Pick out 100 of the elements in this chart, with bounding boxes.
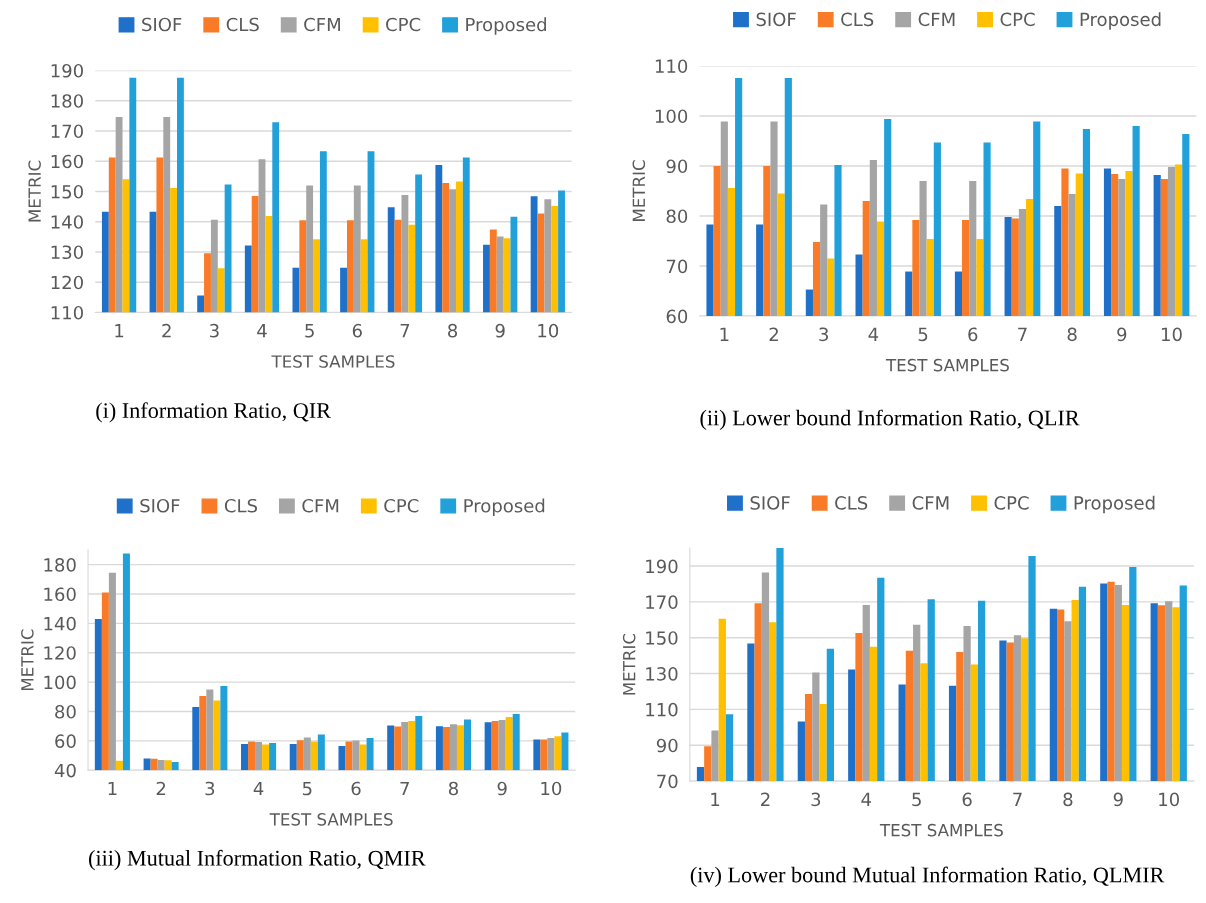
y-tick-label: 180 <box>44 558 76 572</box>
y-tick-label: 60 <box>55 734 76 748</box>
y-tick-label: 70 <box>657 774 678 789</box>
y-tick-label: 90 <box>666 159 688 174</box>
x-tick-label: 4 <box>257 324 267 338</box>
legend-label: CPC <box>994 496 1029 510</box>
y-axis-title: METRIC <box>28 160 41 222</box>
x-axis-title: TEST SAMPLES <box>885 358 1009 372</box>
y-tick-label: 110 <box>655 59 688 74</box>
x-tick-label: 9 <box>1113 792 1123 807</box>
x-axis-title: TEST SAMPLES <box>879 823 1003 837</box>
y-tick-label: 140 <box>51 215 83 229</box>
legend-label: SIOF <box>756 12 796 27</box>
legend-label: Proposed <box>464 498 545 517</box>
x-tick-label: 4 <box>868 327 879 341</box>
x-tick-label: 5 <box>918 327 928 342</box>
x-tick-label: 4 <box>861 792 871 806</box>
legend-label: Proposed <box>466 17 546 35</box>
legend-label: CLS <box>226 17 259 32</box>
y-tick-label: 90 <box>656 738 678 753</box>
x-tick-label: 9 <box>1117 327 1127 342</box>
text: (iii) Mutual Information Ratio, QMIR <box>89 849 426 871</box>
y-tick-label: 170 <box>51 124 83 139</box>
x-tick-label: 4 <box>253 781 264 796</box>
y-tick-label: 120 <box>51 275 83 290</box>
x-tick-label: 6 <box>352 323 362 338</box>
legend-label: CFM <box>912 496 949 510</box>
y-tick-label: 100 <box>655 109 688 124</box>
y-tick-label: 130 <box>51 245 83 260</box>
x-tick-label: 2 <box>769 327 778 341</box>
x-tick-label: 3 <box>819 327 828 342</box>
y-tick-label: 70 <box>666 259 688 274</box>
x-tick-label: 9 <box>495 323 505 338</box>
x-tick-label: 6 <box>962 792 972 807</box>
x-tick-label: 1 <box>720 327 729 341</box>
y-tick-label: 80 <box>666 209 688 224</box>
y-tick-label: 100 <box>44 675 76 690</box>
x-tick-label: 2 <box>162 323 171 338</box>
x-tick-label: 9 <box>497 781 507 796</box>
y-axis-title: METRIC <box>622 633 636 695</box>
y-tick-label: 150 <box>51 184 83 199</box>
x-tick-label: 2 <box>156 781 166 796</box>
x-tick-label: 1 <box>108 781 117 796</box>
y-tick-label: 190 <box>646 559 678 574</box>
y-tick-label: 110 <box>646 702 678 717</box>
x-tick-label: 8 <box>448 323 458 338</box>
legend-label: SIOF <box>142 17 182 32</box>
y-axis-title: METRIC <box>21 629 34 691</box>
x-tick-label: 8 <box>1067 327 1077 342</box>
legend-label: CFM <box>304 17 340 32</box>
y-tick-label: 140 <box>44 616 76 631</box>
x-tick-label: 6 <box>968 327 978 342</box>
y-tick-label: 120 <box>44 646 76 660</box>
legend-label: CPC <box>386 17 421 32</box>
x-axis-title: TEST SAMPLES <box>269 813 393 826</box>
x-tick-label: 7 <box>1013 792 1022 806</box>
y-tick-label: 150 <box>646 631 678 645</box>
text: (iv) Lower bound Mutual Information Ratio, QLMIR <box>690 866 1165 887</box>
x-tick-label: 2 <box>761 792 770 806</box>
y-tick-label: 40 <box>54 763 76 778</box>
x-tick-label: 6 <box>351 781 361 796</box>
x-tick-label: 10 <box>1159 792 1180 807</box>
y-axis-title: METRIC <box>632 160 646 221</box>
x-tick-label: 5 <box>912 792 921 807</box>
text: (ii) Lower bound Information Ratio, QLIR <box>700 409 1080 431</box>
y-tick-label: 160 <box>44 587 76 602</box>
x-tick-label: 8 <box>1063 792 1073 807</box>
x-tick-label: 10 <box>538 323 559 338</box>
legend-label: CFM <box>302 498 339 513</box>
x-tick-label: 7 <box>400 324 410 338</box>
x-tick-label: 10 <box>541 781 562 796</box>
text: (i) Information Ratio, QIR <box>96 402 331 423</box>
legend-label: CFM <box>918 12 955 27</box>
y-tick-label: 170 <box>646 595 678 609</box>
x-tick-label: 8 <box>448 781 458 796</box>
legend-label: CLS <box>841 12 874 27</box>
x-tick-label: 1 <box>115 324 124 338</box>
legend-label: CPC <box>384 498 419 513</box>
legend-label: CPC <box>1000 12 1035 27</box>
y-tick-label: 60 <box>666 309 688 324</box>
x-tick-label: 5 <box>305 324 314 338</box>
x-tick-label: 7 <box>1018 327 1027 341</box>
legend-label: SIOF <box>140 498 180 513</box>
legend-label: SIOF <box>750 496 790 510</box>
x-axis-title: TEST SAMPLES <box>271 355 395 368</box>
y-tick-label: 130 <box>646 667 678 681</box>
y-tick-label: 110 <box>51 305 83 320</box>
legend-label: CLS <box>835 496 868 510</box>
x-tick-label: 3 <box>205 781 215 796</box>
x-tick-label: 3 <box>811 792 821 807</box>
x-tick-label: 1 <box>711 792 720 806</box>
x-tick-label: 10 <box>1162 327 1182 342</box>
x-tick-label: 7 <box>400 781 409 796</box>
legend-label: CLS <box>224 498 257 513</box>
legend-label: Proposed <box>1074 495 1155 514</box>
x-tick-label: 5 <box>302 781 312 796</box>
legend-label: Proposed <box>1080 12 1161 30</box>
y-tick-label: 190 <box>51 63 83 78</box>
x-tick-label: 3 <box>210 323 219 338</box>
y-tick-label: 80 <box>55 704 76 719</box>
